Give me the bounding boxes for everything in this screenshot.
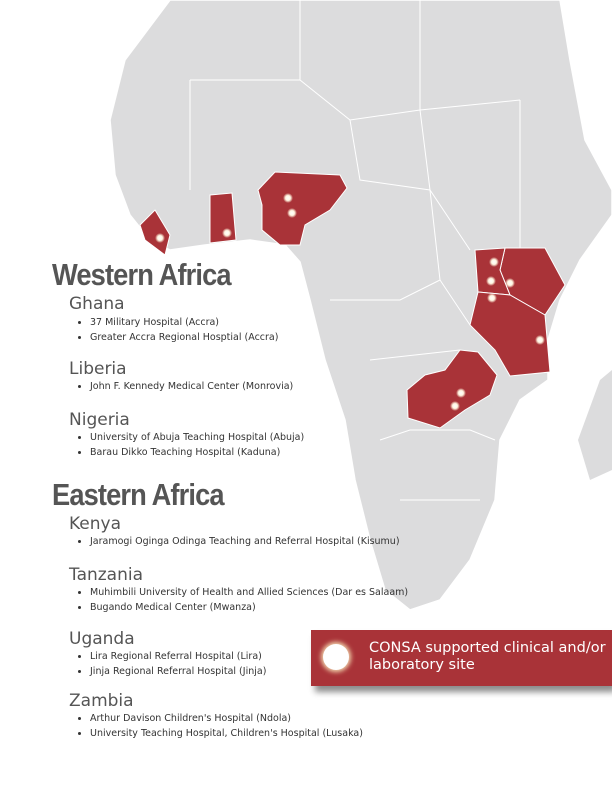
site-item: University Teaching Hospital, Children's… (90, 726, 363, 741)
site-dot-icon (323, 644, 349, 670)
country-heading: Kenya (69, 514, 122, 534)
site-list: John F. Kennedy Medical Center (Monrovia… (76, 379, 293, 394)
zambia-shape (406, 349, 498, 429)
site-marker (535, 335, 545, 345)
site-item: Barau Dikko Teaching Hospital (Kaduna) (90, 445, 304, 460)
madagascar (578, 370, 612, 480)
site-list: Muhimbili University of Health and Allie… (76, 585, 408, 615)
site-marker (456, 388, 466, 398)
country-heading: Tanzania (69, 565, 144, 585)
site-list: 37 Military Hospital (Accra) Greater Acc… (76, 315, 278, 345)
country-heading: Liberia (69, 359, 127, 379)
site-item: Arthur Davison Children's Hospital (Ndol… (90, 711, 363, 726)
country-borders (189, 0, 521, 501)
site-item: 37 Military Hospital (Accra) (90, 315, 278, 330)
site-item: University of Abuja Teaching Hospital (A… (90, 430, 304, 445)
region-title: Western Africa (52, 257, 232, 292)
site-marker (155, 233, 165, 243)
tanzania-shape (469, 291, 551, 377)
site-item: Jinja Regional Referral Hospital (Jinja) (90, 664, 266, 679)
site-marker (283, 193, 293, 203)
country-heading: Zambia (69, 691, 134, 711)
site-list: Arthur Davison Children's Hospital (Ndol… (76, 711, 363, 741)
site-list: University of Abuja Teaching Hospital (A… (76, 430, 304, 460)
country-heading: Ghana (69, 294, 125, 314)
country-heading: Nigeria (69, 410, 130, 430)
site-marker (489, 257, 499, 267)
site-marker (222, 228, 232, 238)
site-item: Bugando Medical Center (Mwanza) (90, 600, 408, 615)
site-marker (287, 208, 297, 218)
site-item: Jaramogi Oginga Odinga Teaching and Refe… (90, 534, 400, 549)
liberia-shape (139, 209, 171, 256)
site-item: John F. Kennedy Medical Center (Monrovia… (90, 379, 293, 394)
site-item: Lira Regional Referral Hospital (Lira) (90, 649, 266, 664)
site-marker (505, 278, 515, 288)
region-title: Eastern Africa (52, 477, 225, 512)
map-legend: CONSA supported clinical and/or laborato… (311, 630, 612, 686)
site-marker (450, 401, 460, 411)
uganda-shape (474, 247, 511, 296)
legend-label: CONSA supported clinical and/or laborato… (369, 640, 606, 673)
country-heading: Uganda (69, 629, 135, 649)
site-marker (486, 276, 496, 286)
site-list: Jaramogi Oginga Odinga Teaching and Refe… (76, 534, 400, 549)
site-markers (155, 193, 545, 411)
nigeria-shape (257, 171, 348, 246)
site-marker (487, 293, 497, 303)
site-list: Lira Regional Referral Hospital (Lira) J… (76, 649, 266, 679)
site-item: Muhimbili University of Health and Allie… (90, 585, 408, 600)
site-item: Greater Accra Regional Hosptial (Accra) (90, 330, 278, 345)
